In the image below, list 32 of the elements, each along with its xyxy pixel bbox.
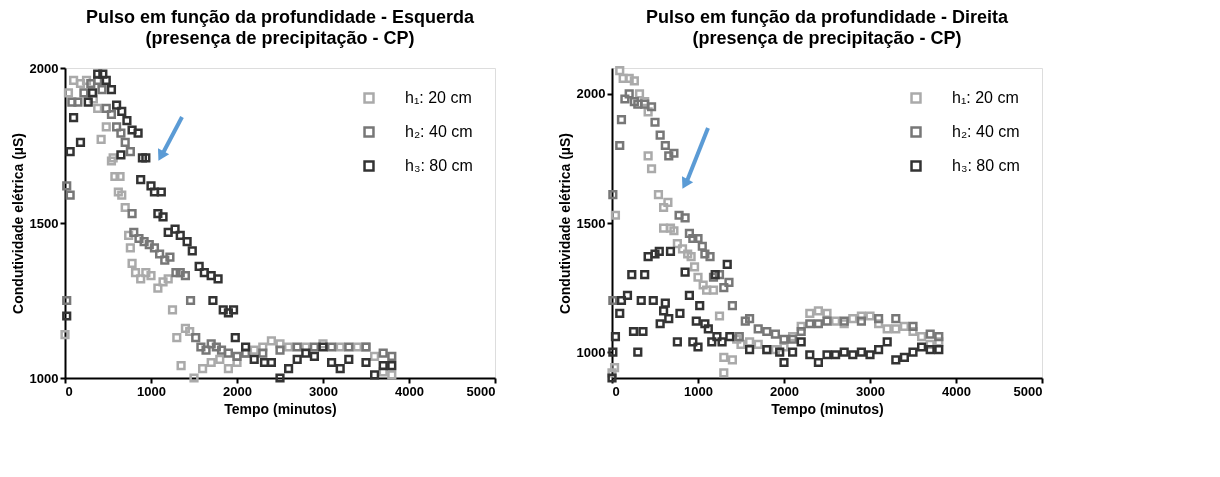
x-axis-title: Tempo (minutos)	[224, 400, 337, 417]
x-tick-label: 0	[612, 383, 620, 399]
y-tick-label: 1000	[29, 370, 59, 386]
x-tick-label: 5000	[466, 383, 496, 399]
y-tick-label: 1500	[29, 215, 59, 231]
x-axis-title: Tempo (minutos)	[771, 400, 884, 417]
chart-subtitle: (presença de precipitação - CP)	[145, 28, 415, 48]
legend-label: h₂: 40 cm	[952, 123, 1020, 140]
chart-title: Pulso em função da profundidade - Esquerda	[85, 7, 476, 27]
y-tick-label: 2000	[576, 86, 606, 102]
legend-label: h₁: 20 cm	[952, 89, 1019, 106]
x-tick-label: 1000	[137, 383, 166, 399]
y-axis-title: Condutividade elétrica (µS)	[9, 133, 26, 314]
x-tick-label: 1000	[684, 383, 713, 399]
y-tick-label: 2000	[29, 60, 59, 76]
x-tick-label: 2000	[770, 383, 799, 399]
x-tick-label: 0	[65, 383, 73, 399]
x-tick-label: 5000	[1013, 383, 1043, 399]
x-tick-label: 4000	[942, 383, 971, 399]
x-tick-label: 4000	[395, 383, 424, 399]
x-tick-label: 3000	[309, 383, 338, 399]
y-tick-label: 1000	[576, 344, 606, 360]
chart-subtitle: (presença de precipitação - CP)	[692, 28, 962, 49]
legend-label: h₁: 20 cm	[405, 89, 472, 106]
y-axis-title: Condutividade elétrica (µS)	[556, 133, 573, 314]
legend-label: h₂: 40 cm	[405, 123, 473, 140]
legend-label: h₃: 80 cm	[952, 157, 1020, 174]
chart-title: Pulso em função da profundidade - Direita	[645, 7, 1009, 28]
y-tick-label: 1500	[576, 215, 606, 231]
x-tick-label: 2000	[223, 383, 252, 399]
legend-label: h₃: 80 cm	[405, 157, 473, 174]
x-tick-label: 3000	[856, 383, 885, 399]
